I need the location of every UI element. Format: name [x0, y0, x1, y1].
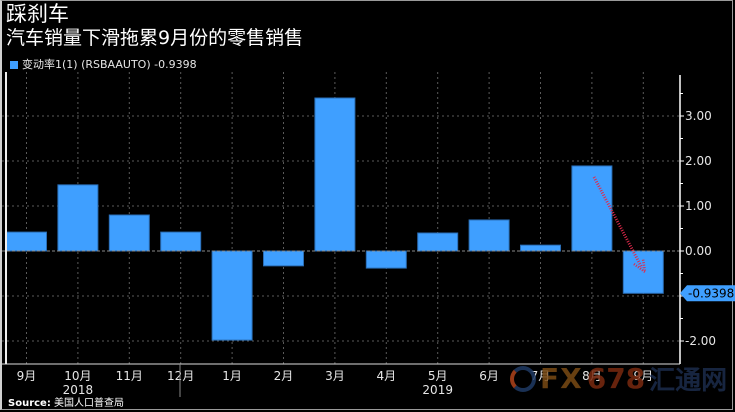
- last-value-text: -0.9398: [688, 286, 734, 300]
- bar: [263, 250, 304, 267]
- fx678-logo-icon: [510, 365, 536, 392]
- source-label: Source:: [8, 398, 51, 409]
- x-tick-label: 1月: [222, 369, 242, 383]
- bar: [6, 231, 47, 252]
- source-note: Source: 美国人口普查局: [8, 398, 124, 410]
- bar: [314, 97, 356, 252]
- year-label: 2019: [422, 383, 453, 397]
- watermark-fx: FX: [540, 362, 583, 395]
- chart-title: 踩刹车: [6, 2, 69, 26]
- bar: [211, 250, 253, 341]
- bar: [468, 219, 510, 252]
- bar: [571, 165, 613, 252]
- x-tick-label: 4月: [376, 369, 396, 383]
- legend-label: 变动率1(1) (RSBAAUTO) -0.9398: [22, 58, 197, 71]
- y-tick-label: -2.00: [685, 334, 716, 348]
- bar: [160, 231, 202, 252]
- chart-subtitle: 汽车销量下滑拖累9月份的零售销售: [6, 27, 304, 49]
- bar: [365, 250, 407, 269]
- watermark-logo: FX 678 汇通网: [510, 360, 727, 397]
- y-tick-label: 3.00: [685, 109, 712, 123]
- x-tick-label: 3月: [325, 369, 345, 383]
- last-value-tag: [680, 285, 735, 302]
- bar: [108, 214, 150, 252]
- watermark-num: 678: [586, 362, 646, 395]
- legend: 变动率1(1) (RSBAAUTO) -0.9398: [10, 58, 197, 72]
- legend-swatch-icon: [10, 61, 18, 69]
- y-tick-label: 0.00: [685, 244, 712, 258]
- x-tick-label: 9月: [633, 369, 653, 383]
- bar: [622, 250, 664, 294]
- y-tick-label: 1.00: [685, 199, 712, 213]
- watermark-cn: 汇通网: [649, 366, 728, 396]
- x-tick-label: 6月: [479, 369, 499, 383]
- x-tick-label: 5月: [428, 369, 448, 383]
- bar: [57, 184, 99, 252]
- x-tick-label: 8月: [582, 369, 602, 383]
- bar: [417, 232, 459, 252]
- annotation-arrow: [592, 176, 644, 269]
- x-tick-label: 10月: [64, 369, 91, 383]
- x-tick-label: 12月: [167, 369, 194, 383]
- source-value: 美国人口普查局: [54, 398, 125, 409]
- year-label: 2018: [63, 383, 94, 397]
- x-tick-label: 9月: [17, 369, 37, 383]
- bar: [520, 244, 561, 252]
- x-tick-label: 2月: [274, 369, 294, 383]
- y-tick-label: 2.00: [685, 154, 712, 168]
- x-tick-label: 11月: [116, 369, 143, 383]
